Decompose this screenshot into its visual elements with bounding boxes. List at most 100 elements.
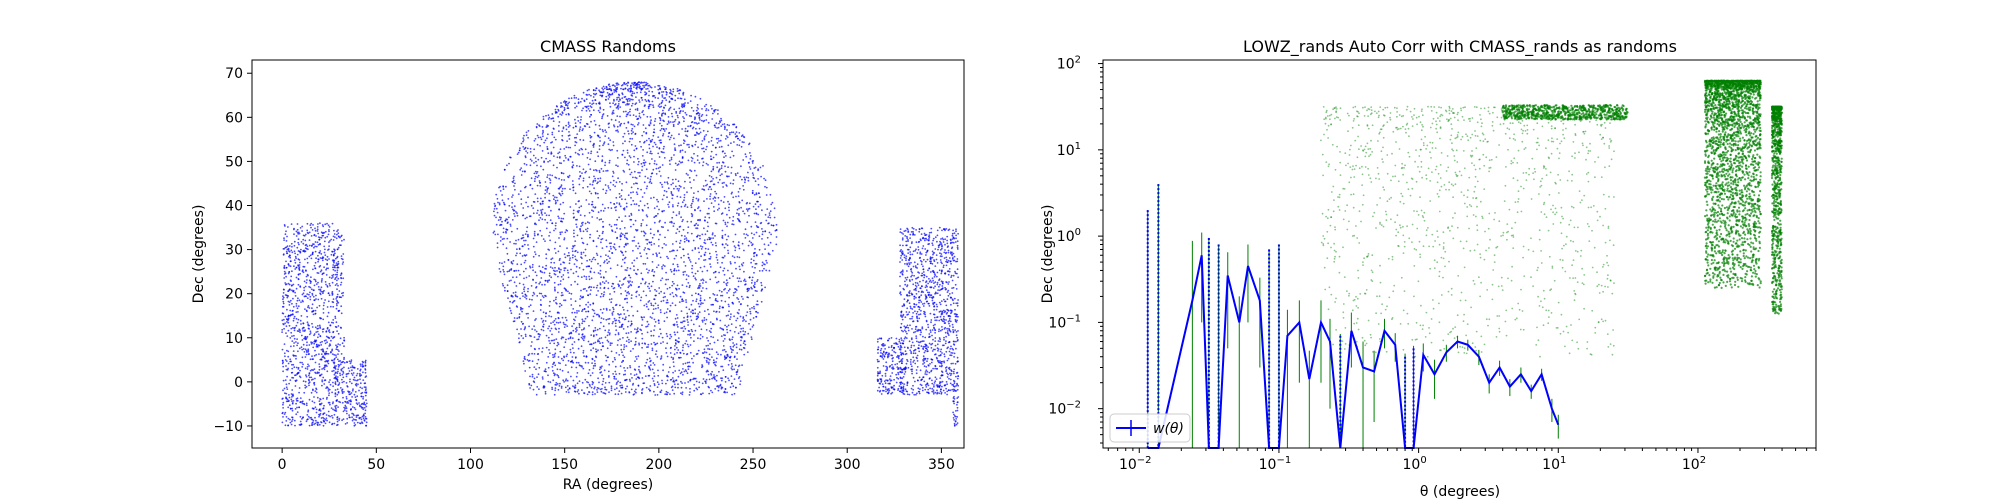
random-point (558, 192, 561, 195)
random-point (285, 230, 287, 233)
random-point (316, 421, 318, 424)
random-point (717, 126, 720, 129)
random-point (306, 351, 308, 353)
random-point (362, 379, 365, 381)
random-point (653, 375, 656, 378)
random-point (354, 379, 356, 382)
random-point (571, 343, 574, 346)
random-point (602, 88, 605, 91)
random-point (655, 350, 658, 352)
random-point (712, 271, 715, 274)
random-point (593, 187, 595, 190)
random-point (570, 332, 573, 335)
random-point (623, 313, 626, 315)
random-point (695, 109, 698, 112)
random-point (693, 389, 696, 392)
random-point (723, 255, 726, 257)
random-point (579, 214, 582, 217)
random-point (318, 413, 320, 416)
random-point (346, 417, 349, 420)
random-point (710, 176, 713, 178)
random-point (669, 268, 672, 271)
random-point (649, 316, 652, 318)
random-point (305, 281, 308, 284)
random-point (690, 206, 693, 209)
random-point (292, 305, 295, 308)
random-point (581, 224, 584, 226)
random-point (281, 328, 284, 331)
random-point (548, 352, 551, 355)
random-point (309, 298, 312, 301)
random-point (763, 267, 765, 270)
random-point (751, 326, 754, 328)
random-point (671, 389, 674, 391)
random-point (685, 353, 688, 356)
random-point (305, 402, 308, 405)
random-point (506, 237, 509, 240)
random-point (690, 115, 693, 118)
random-point (323, 251, 326, 254)
random-point (559, 148, 562, 151)
random-point (360, 374, 363, 377)
random-point (332, 337, 334, 339)
random-point (707, 248, 710, 251)
random-point (589, 115, 591, 118)
random-point (298, 347, 301, 350)
random-point (297, 278, 300, 280)
random-point (738, 247, 741, 250)
random-point (305, 349, 308, 352)
random-point (676, 263, 679, 266)
random-point (562, 379, 565, 382)
random-point (601, 341, 604, 344)
random-point (519, 168, 522, 171)
random-point (661, 267, 664, 270)
random-point (308, 333, 311, 336)
random-point (361, 363, 364, 366)
random-point (568, 124, 571, 127)
random-point (687, 159, 690, 162)
random-point (683, 194, 686, 196)
random-point (633, 125, 636, 128)
random-point (654, 143, 657, 146)
random-point (501, 220, 503, 223)
random-point (309, 282, 312, 284)
random-point (729, 356, 732, 359)
random-point (752, 294, 754, 297)
random-point (710, 202, 713, 205)
random-point (291, 402, 294, 404)
random-point (577, 347, 580, 350)
random-point (624, 215, 627, 218)
random-point (650, 175, 652, 178)
random-point (573, 311, 576, 314)
random-point (740, 206, 742, 209)
random-point (617, 131, 619, 133)
random-point (679, 89, 682, 92)
random-point (689, 169, 691, 172)
random-point (299, 272, 301, 275)
random-point (332, 273, 335, 276)
random-point (633, 203, 636, 206)
random-point (338, 419, 340, 421)
random-point (289, 360, 292, 363)
random-point (295, 276, 298, 279)
random-point (705, 103, 708, 106)
random-point (495, 207, 498, 210)
random-point (678, 212, 681, 215)
random-point (684, 382, 686, 384)
random-point (327, 267, 329, 270)
random-point (697, 146, 699, 149)
random-point (553, 362, 555, 364)
random-point (323, 231, 326, 234)
random-point (536, 123, 539, 125)
random-point (744, 153, 747, 156)
random-point (513, 175, 515, 178)
random-point (296, 344, 298, 347)
random-point (577, 120, 580, 122)
random-point (540, 277, 543, 279)
random-point (549, 381, 552, 384)
random-point (731, 368, 734, 371)
random-point (337, 284, 339, 287)
random-point (590, 277, 593, 280)
random-point (611, 113, 614, 115)
random-point (719, 174, 722, 177)
